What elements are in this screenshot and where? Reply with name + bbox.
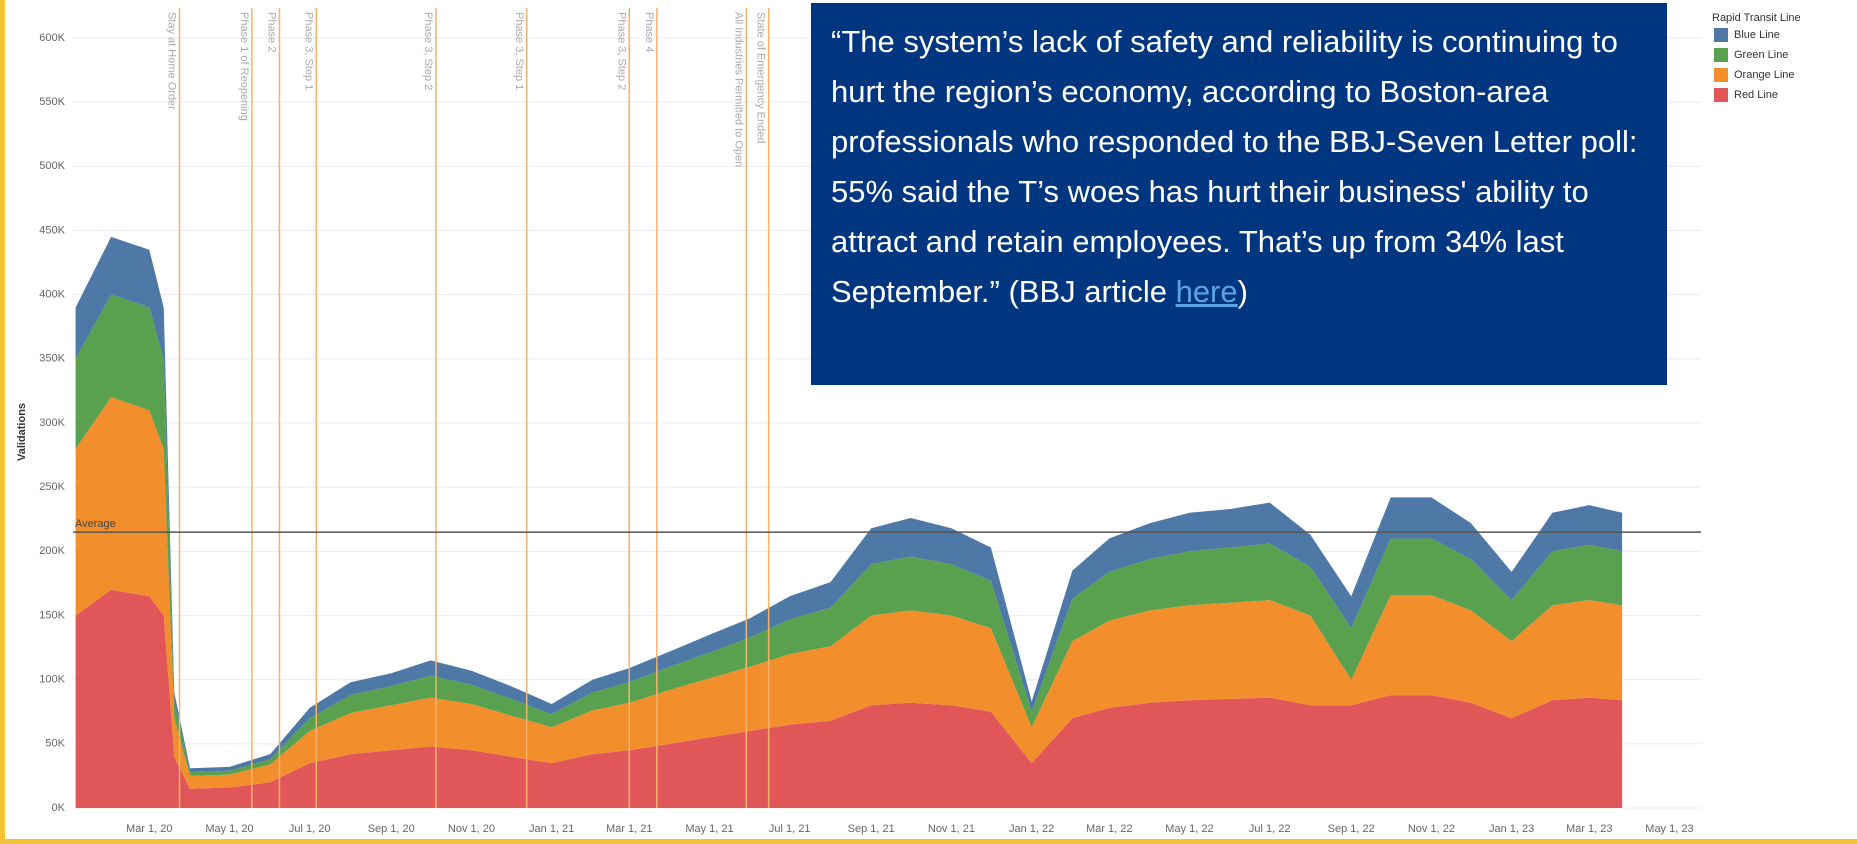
y-tick-label: 250K xyxy=(39,481,65,493)
average-label: Average xyxy=(75,518,116,530)
event-label: Phase 1 of Reopening xyxy=(238,12,250,121)
event-label: Phase 2 xyxy=(266,12,278,52)
x-tick-label: Jan 1, 22 xyxy=(1009,823,1054,835)
article-link[interactable]: here xyxy=(1175,274,1238,309)
y-tick-label: 200K xyxy=(39,545,65,557)
x-tick-label: Sep 1, 21 xyxy=(848,823,895,835)
legend-title: Rapid Transit Line xyxy=(1712,12,1801,24)
legend-swatch xyxy=(1714,28,1728,42)
event-label: State of Emergency Ended xyxy=(755,12,767,143)
event-label: Phase 3, Step 1 xyxy=(513,12,525,90)
legend-swatch xyxy=(1714,88,1728,102)
x-tick-label: Jul 1, 22 xyxy=(1249,823,1291,835)
x-tick-label: Mar 1, 23 xyxy=(1566,823,1612,835)
event-label: Phase 3, Step 2 xyxy=(422,12,434,90)
legend-swatch xyxy=(1714,68,1728,82)
x-tick-label: Mar 1, 22 xyxy=(1086,823,1132,835)
x-tick-label: Sep 1, 20 xyxy=(368,823,415,835)
y-tick-label: 50K xyxy=(45,738,65,750)
x-tick-label: Jul 1, 20 xyxy=(289,823,331,835)
y-tick-label: 500K xyxy=(39,160,65,172)
legend-label: Green Line xyxy=(1734,49,1788,61)
x-tick-label: Nov 1, 21 xyxy=(928,823,975,835)
x-tick-label: Mar 1, 20 xyxy=(126,823,172,835)
quote-end: ) xyxy=(1237,274,1248,309)
y-tick-label: 300K xyxy=(39,417,65,429)
y-tick-label: 350K xyxy=(39,353,65,365)
legend-label: Blue Line xyxy=(1734,29,1780,41)
x-tick-label: Jan 1, 21 xyxy=(529,823,574,835)
legend-label: Red Line xyxy=(1734,89,1778,101)
y-tick-label: 400K xyxy=(39,289,65,301)
y-axis-label: Validations xyxy=(16,403,28,461)
quote-text: “The system’s lack of safety and reliabi… xyxy=(831,24,1638,309)
x-tick-label: Nov 1, 20 xyxy=(448,823,495,835)
event-label: Stay at Home Order xyxy=(166,12,178,110)
x-tick-label: May 1, 20 xyxy=(205,823,253,835)
x-tick-label: May 1, 22 xyxy=(1165,823,1213,835)
y-tick-label: 100K xyxy=(39,674,65,686)
legend-label: Orange Line xyxy=(1734,69,1795,81)
x-tick-label: Jan 1, 23 xyxy=(1489,823,1534,835)
quote-box: “The system’s lack of safety and reliabi… xyxy=(811,3,1667,385)
y-tick-label: 550K xyxy=(39,96,65,108)
event-label: All Industries Permitted to Open xyxy=(732,12,744,167)
x-tick-label: Sep 1, 22 xyxy=(1328,823,1375,835)
area xyxy=(75,589,1623,808)
event-label: Phase 3, Step 2 xyxy=(615,12,627,90)
event-label: Phase 4 xyxy=(643,12,655,52)
x-tick-label: Mar 1, 21 xyxy=(606,823,652,835)
y-tick-label: 150K xyxy=(39,609,65,621)
x-tick-label: May 1, 23 xyxy=(1645,823,1693,835)
frame-bottom xyxy=(0,839,1857,844)
legend-swatch xyxy=(1714,48,1728,62)
y-tick-label: 450K xyxy=(39,224,65,236)
x-tick-label: May 1, 21 xyxy=(685,823,733,835)
event-label: Phase 3, Step 1 xyxy=(302,12,314,90)
frame-left xyxy=(0,0,5,844)
x-tick-label: Nov 1, 22 xyxy=(1408,823,1455,835)
y-tick-label: 0K xyxy=(52,802,66,814)
area xyxy=(75,397,1623,789)
y-tick-label: 600K xyxy=(39,32,65,44)
x-tick-label: Jul 1, 21 xyxy=(769,823,811,835)
